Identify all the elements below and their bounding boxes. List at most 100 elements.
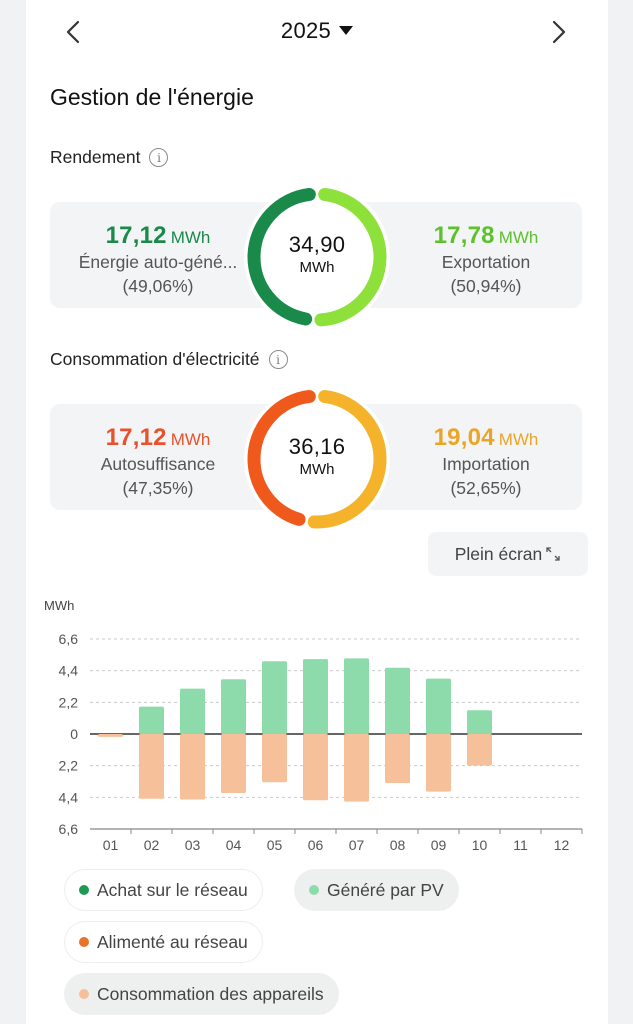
bar-appliance-consumption[interactable]	[344, 734, 369, 802]
bar-pv-generated[interactable]	[303, 659, 328, 734]
rendement-donut: 34,90 MWh	[242, 182, 392, 332]
chevron-right-icon	[552, 20, 566, 44]
bar-appliance-consumption[interactable]	[303, 734, 328, 801]
legend-label: Alimenté au réseau	[97, 931, 248, 952]
bar-pv-generated[interactable]	[426, 678, 451, 734]
import-label: Importation	[442, 454, 530, 474]
bar-appliance-consumption[interactable]	[426, 734, 451, 792]
energy-panel: 2025 Gestion de l'énergie Rendement i 17…	[26, 0, 608, 1024]
export-unit: MWh	[498, 228, 539, 247]
x-tick-label: 11	[513, 837, 528, 853]
y-tick-labels: 6,6 4,4 2,2 0 2,2 4,4 6,6	[59, 631, 79, 837]
chevron-left-icon	[66, 20, 80, 44]
rendement-total: 34,90 MWh	[242, 232, 392, 276]
bar-pv-generated[interactable]	[344, 658, 369, 734]
rendement-total-value: 34,90	[288, 232, 346, 257]
legend-item-appliance-consumption[interactable]: Consommation des appareils	[64, 973, 339, 1015]
import-percent: (52,65%)	[450, 478, 522, 498]
legend-dot	[79, 885, 89, 895]
export-stat: 17,78 MWh Exportation (50,94%)	[386, 222, 586, 297]
rendement-right-arc	[314, 187, 387, 327]
self-generated-label: Énergie auto-géné...	[78, 252, 238, 272]
bar-pv-generated[interactable]	[221, 679, 246, 734]
consumption-total-value: 36,16	[288, 434, 346, 459]
bar-appliance-consumption[interactable]	[385, 734, 410, 783]
y-axis-label: MWh	[44, 598, 74, 613]
x-tick-label: 07	[349, 837, 365, 853]
self-sufficiency-unit: MWh	[170, 430, 211, 449]
x-tick-label: 09	[431, 837, 447, 853]
chart-bars	[98, 658, 492, 802]
self-generated-percent: (49,06%)	[122, 276, 194, 296]
fullscreen-label: Plein écran	[454, 543, 543, 564]
x-tick-label: 05	[267, 837, 283, 853]
bar-pv-generated[interactable]	[139, 706, 164, 734]
consumption-total-unit: MWh	[299, 461, 335, 478]
previous-year-button[interactable]	[56, 14, 92, 50]
consumption-right-arc	[307, 389, 387, 529]
import-value: 19,04	[433, 424, 495, 451]
self-sufficiency-value: 17,12	[105, 424, 167, 451]
self-sufficiency-label: Autosuffisance	[100, 454, 216, 474]
y-tick-label: 6,6	[59, 821, 79, 837]
x-tick-label: 02	[144, 837, 160, 853]
consumption-label: Consommation d'électricité	[50, 349, 260, 369]
bar-appliance-consumption[interactable]	[98, 734, 123, 737]
x-tick-label: 04	[226, 837, 242, 853]
x-tick-label: 01	[103, 837, 119, 853]
export-percent: (50,94%)	[450, 276, 522, 296]
self-sufficiency-percent: (47,35%)	[122, 478, 194, 498]
legend-item-pv-generated[interactable]: Généré par PV	[294, 869, 459, 911]
consumption-donut: 36,16 MWh	[242, 384, 392, 534]
next-year-button[interactable]	[540, 14, 576, 50]
self-generated-unit: MWh	[170, 228, 211, 247]
consumption-section-label: Consommation d'électricité i	[50, 349, 288, 370]
legend-dot	[79, 989, 89, 999]
bar-appliance-consumption[interactable]	[467, 734, 492, 766]
fullscreen-button[interactable]: Plein écran	[428, 532, 588, 576]
x-tick-label: 08	[390, 837, 406, 853]
expand-icon	[546, 547, 560, 561]
y-tick-label: 4,4	[59, 789, 79, 805]
info-icon[interactable]: i	[149, 148, 169, 167]
y-tick-label: 6,6	[59, 631, 79, 647]
y-tick-label: 2,2	[59, 758, 79, 774]
legend-item-grid-feed[interactable]: Alimenté au réseau	[64, 921, 263, 963]
info-icon[interactable]: i	[268, 350, 288, 369]
bar-appliance-consumption[interactable]	[262, 734, 287, 783]
bar-pv-generated[interactable]	[180, 688, 205, 734]
self-sufficiency-stat: 17,12 MWh Autosuffisance (47,35%)	[58, 424, 258, 499]
rendement-total-unit: MWh	[299, 259, 335, 276]
bar-pv-generated[interactable]	[262, 661, 287, 734]
legend-label: Consommation des appareils	[97, 983, 324, 1004]
legend-dot	[309, 885, 319, 895]
x-tick-label: 10	[472, 837, 488, 853]
chart-grid	[90, 638, 582, 830]
bar-appliance-consumption[interactable]	[221, 734, 246, 794]
legend-item-grid-purchase[interactable]: Achat sur le réseau	[64, 869, 263, 911]
consumption-left-arc	[247, 389, 316, 526]
consumption-total: 36,16 MWh	[242, 434, 392, 478]
x-tick-labels: 01 02 03 04 05 06 07 08 09 10 11 12	[103, 829, 583, 853]
y-tick-label: 0	[70, 726, 78, 742]
x-tick-label: 06	[308, 837, 324, 853]
bar-pv-generated[interactable]	[467, 710, 492, 734]
bar-appliance-consumption[interactable]	[180, 734, 205, 800]
year-selector[interactable]: 2025	[26, 18, 608, 44]
rendement-label: Rendement	[50, 147, 141, 167]
export-label: Exportation	[441, 252, 531, 272]
self-generated-value: 17,12	[105, 222, 167, 249]
x-tick-label: 12	[554, 837, 570, 853]
legend-label: Achat sur le réseau	[97, 879, 248, 900]
self-generated-stat: 17,12 MWh Énergie auto-géné... (49,06%)	[58, 222, 258, 297]
year-label: 2025	[280, 18, 332, 43]
x-tick-label: 03	[185, 837, 201, 853]
rendement-section-label: Rendement i	[50, 147, 169, 168]
caret-down-icon	[339, 26, 354, 35]
bar-pv-generated[interactable]	[385, 667, 410, 734]
y-tick-label: 4,4	[59, 663, 79, 679]
bar-appliance-consumption[interactable]	[139, 734, 164, 799]
energy-bar-chart: MWh 6,6 4,4 2,2 0 2,2 4,4 6,6 01 02 03 04 05 06 07 08…	[44, 598, 583, 853]
page-title: Gestion de l'énergie	[50, 84, 254, 110]
y-tick-label: 2,2	[59, 694, 79, 710]
